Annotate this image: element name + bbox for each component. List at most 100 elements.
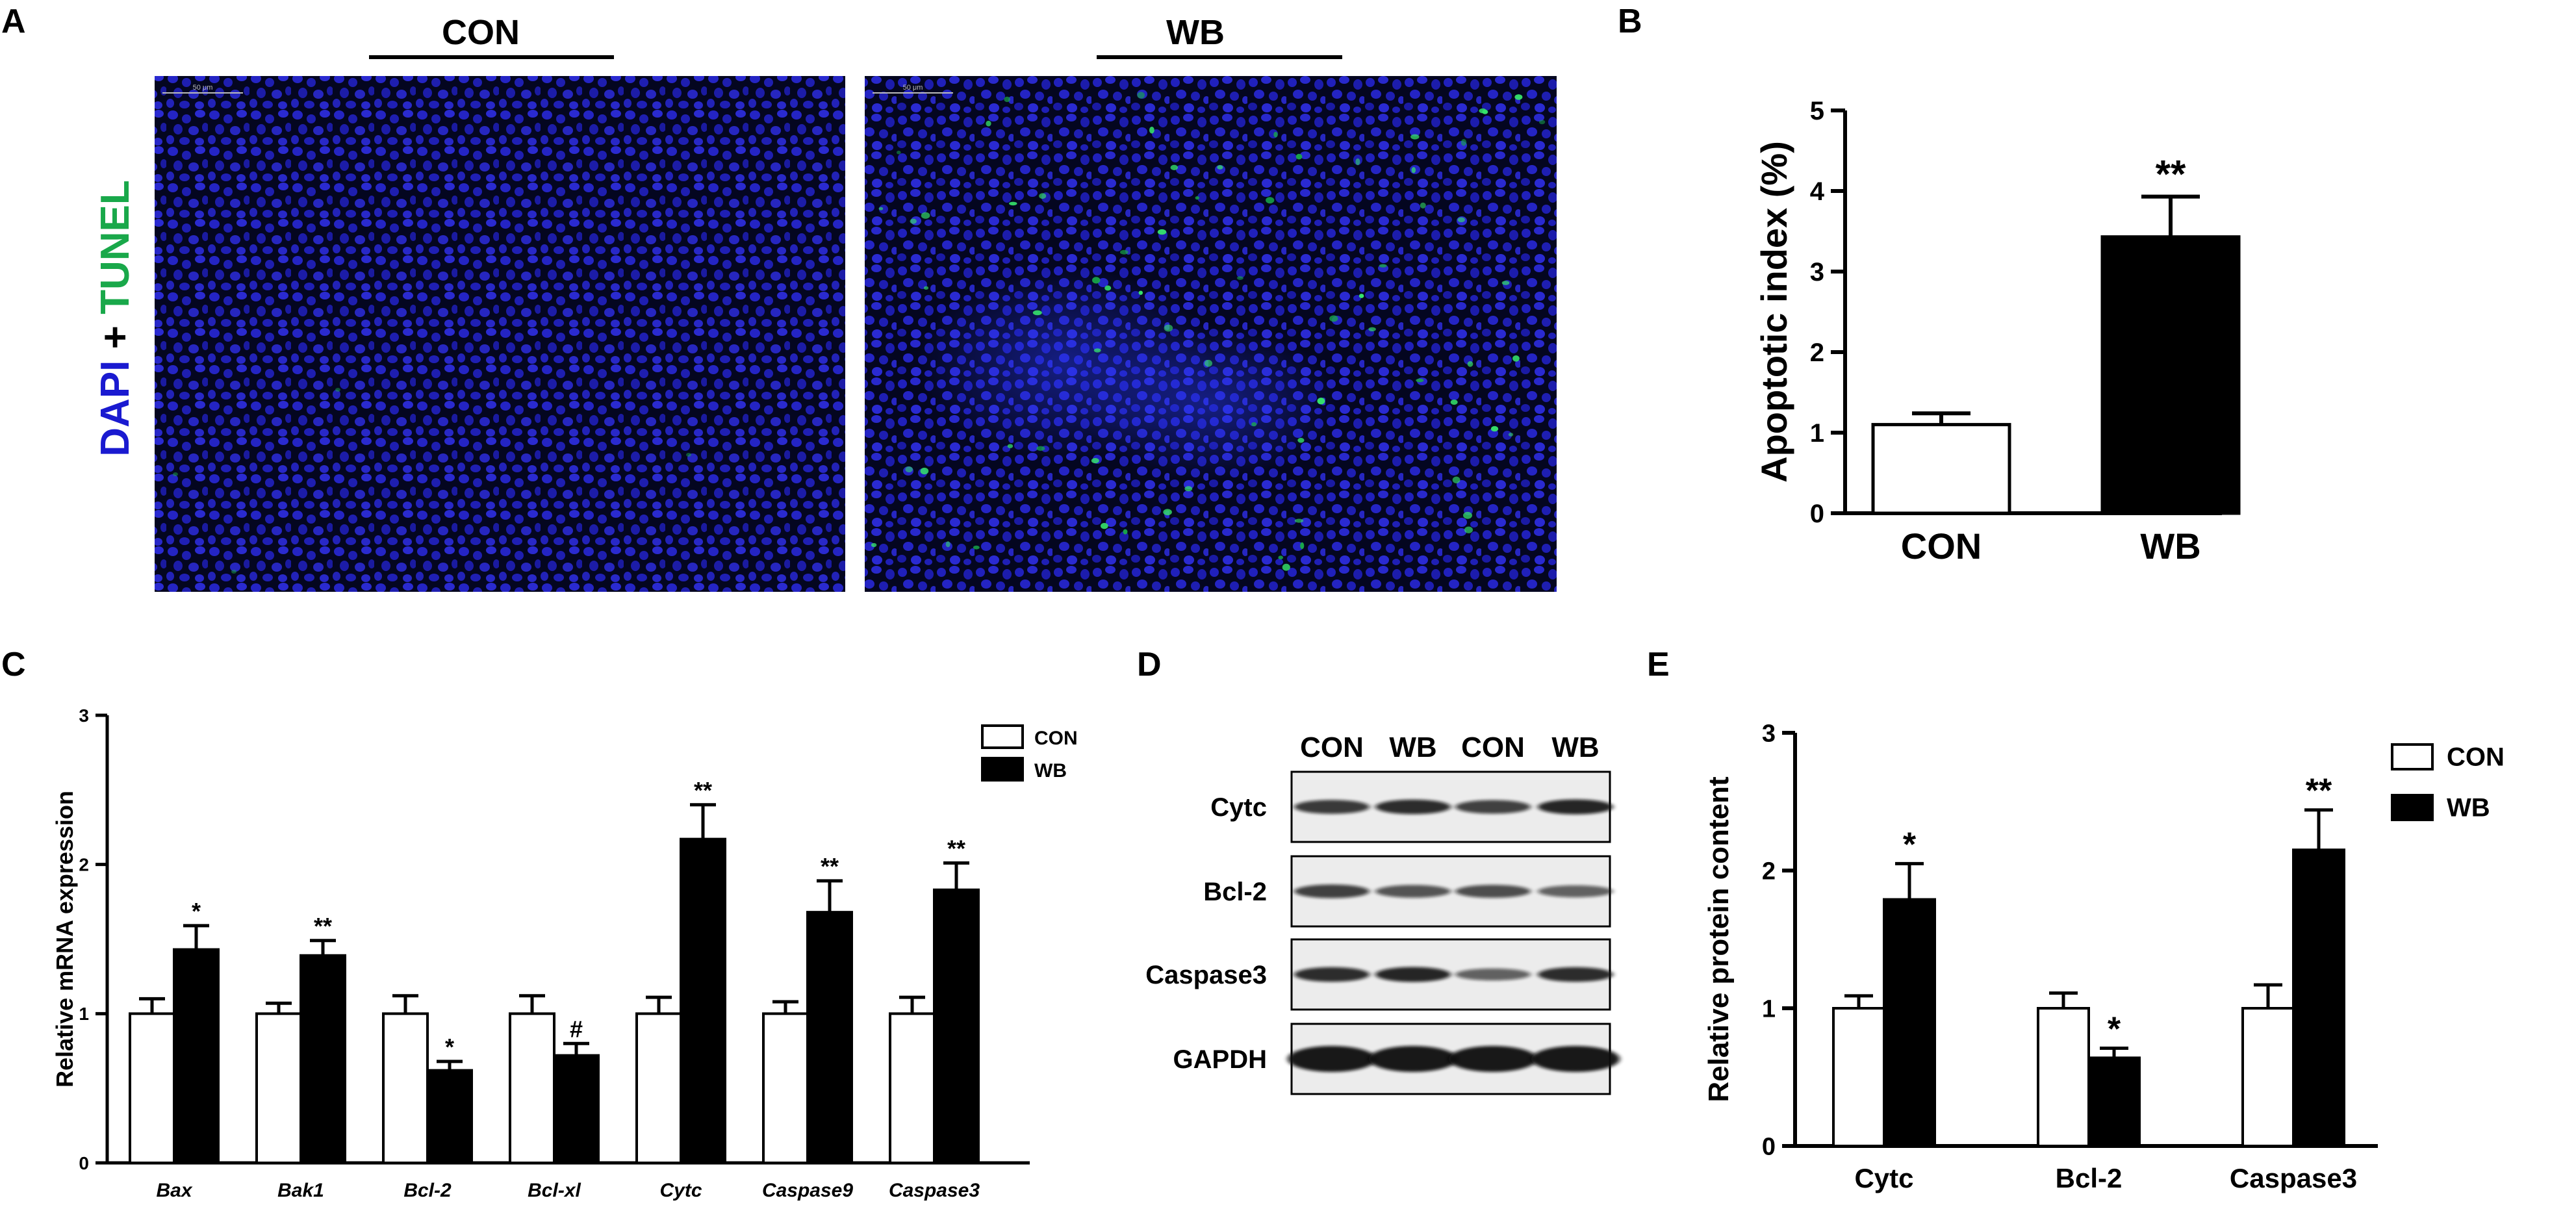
tunel-dot: [1266, 197, 1275, 204]
y-tick-label: 1: [1762, 995, 1776, 1023]
x-tick-label: Bak1: [277, 1180, 324, 1201]
band-cytc-lane-3: [1455, 800, 1531, 814]
tunel-dot: [1508, 433, 1514, 437]
legend-label-con: CON: [1034, 728, 1078, 749]
x-tick-label: Cytc: [659, 1180, 702, 1201]
legend-swatch-wb: [981, 757, 1024, 782]
stain-plus: +: [93, 314, 138, 361]
micrograph-con: 50 μm: [155, 76, 845, 592]
x-tick-label: Caspase3: [2230, 1163, 2357, 1193]
tunel-dot: [1009, 201, 1017, 206]
tunel-dot: [1137, 92, 1145, 99]
tunel-dot: [1251, 422, 1257, 427]
band-cytc-lane-1: [1294, 800, 1370, 814]
panel-b: B 0 1 2 3 4 5 Apoptotic index (%) CON ** WB: [1618, 3, 2241, 566]
scale-text-wb: 50 μm: [903, 84, 923, 92]
y-tick-label: 1: [79, 1004, 89, 1024]
panel-label-c: C: [1, 646, 26, 683]
tunel-dot: [1236, 276, 1243, 280]
tunel-dot: [1452, 476, 1460, 483]
band-bcl-2-lane-4: [1538, 885, 1613, 898]
tunel-dot: [1411, 167, 1416, 173]
tunel-dot: [1170, 164, 1179, 170]
tunel-dot: [1036, 446, 1045, 451]
x-tick-label: Caspase3: [889, 1180, 980, 1201]
group-label-con: CON: [442, 13, 520, 52]
tunel-dot: [1514, 94, 1523, 100]
band-bcl-2-lane-2: [1375, 885, 1451, 898]
tunel-dot: [1463, 511, 1472, 519]
y-tick-label: 0: [79, 1153, 89, 1173]
panel-d: D CON WB CON WB Cytc Bcl-2 Caspase3 GAPDH: [1137, 646, 1620, 1095]
tunel-dot: [1091, 458, 1099, 464]
panel-c: C 0 1 2 3 Relative mRNA expression * Bax ** Bak1…: [1, 646, 1078, 1201]
bar-con-cytc: [635, 1012, 682, 1165]
significance-marker: *: [1903, 826, 1917, 863]
tunel-dot: [1039, 193, 1047, 199]
tunel-dot: [1479, 108, 1486, 114]
tunel-dot: [686, 453, 691, 457]
significance-marker: **: [314, 913, 332, 939]
tunel-dot: [1467, 361, 1473, 367]
tunel-dot: [897, 150, 901, 155]
band-label-cytc: Cytc: [1210, 793, 1267, 822]
stain-tunel: TUNEL: [93, 180, 138, 314]
legend-label-wb: WB: [2447, 793, 2490, 822]
band-bcl-2-lane-1: [1294, 884, 1370, 898]
tunel-dot: [1410, 134, 1420, 140]
bar-con-caspase3: [889, 1012, 936, 1165]
tunel-dot: [1032, 310, 1042, 316]
tunel-dot: [1149, 127, 1154, 134]
panel-a: A CON WB DAPI + TUNEL 50 μm 50 μm: [1, 3, 1557, 592]
band-caspase3-lane-4: [1538, 967, 1613, 982]
bar-wb-bcl-2: [2087, 1056, 2141, 1147]
legend-swatch-con: [2391, 743, 2434, 770]
tunel-dot: [1457, 217, 1465, 223]
bar-con-con: [1871, 423, 2011, 515]
tunel-dot: [1195, 196, 1200, 200]
lane-label-2: WB: [1389, 732, 1436, 763]
tunel-dot: [1007, 444, 1014, 448]
bar-con-caspase9: [762, 1012, 809, 1165]
significance-marker: **: [694, 777, 712, 804]
tunel-dot: [1204, 359, 1212, 367]
y-axis-label: Apoptotic index (%): [1753, 141, 1794, 483]
x-tick-label: Bax: [156, 1180, 192, 1201]
stain-dapi: DAPI: [93, 361, 138, 457]
tunel-dot: [1092, 277, 1101, 284]
significance-marker: *: [192, 898, 201, 924]
band-label-caspase3: Caspase3: [1145, 961, 1267, 989]
y-tick-label: 0: [1810, 500, 1824, 528]
bar-wb-bcl-2: [426, 1069, 473, 1165]
bar-wb-caspase9: [806, 911, 853, 1165]
significance-marker: **: [947, 835, 965, 861]
tunel-dot: [231, 570, 236, 574]
x-tick-label: WB: [2140, 526, 2200, 566]
y-axis-label: Relative protein content: [1703, 776, 1735, 1102]
tunel-dot: [1278, 555, 1283, 560]
tunel-dot: [1123, 529, 1128, 535]
tunel-dot: [1282, 563, 1290, 571]
bar-con-bak1: [255, 1012, 302, 1165]
band-gapdh-lane-4: [1531, 1046, 1620, 1072]
x-tick-label: Cytc: [1854, 1163, 1913, 1193]
tunel-dot: [1355, 158, 1360, 166]
bar-con-bcl-2: [382, 1012, 429, 1165]
x-tick-label: Bcl-2: [403, 1180, 452, 1201]
tunel-dot: [1358, 294, 1364, 298]
band-caspase3-lane-2: [1375, 967, 1451, 982]
tunel-dot: [871, 542, 877, 548]
blot-row-cytc: Cytc: [1210, 770, 1613, 843]
x-tick-label: Bcl-xl: [528, 1180, 581, 1201]
bar-wb-wb: [2100, 235, 2241, 515]
y-tick-label: 3: [1810, 258, 1824, 286]
tunel-dot: [1093, 348, 1101, 353]
y-tick-label: 0: [1762, 1133, 1776, 1160]
bar-wb-bak1: [300, 954, 346, 1164]
significance-marker: **: [2306, 772, 2332, 810]
tunel-dot: [1512, 355, 1520, 362]
significance-marker: #: [570, 1015, 583, 1042]
tunel-dot: [910, 218, 917, 224]
tunel-dot: [1460, 139, 1467, 146]
